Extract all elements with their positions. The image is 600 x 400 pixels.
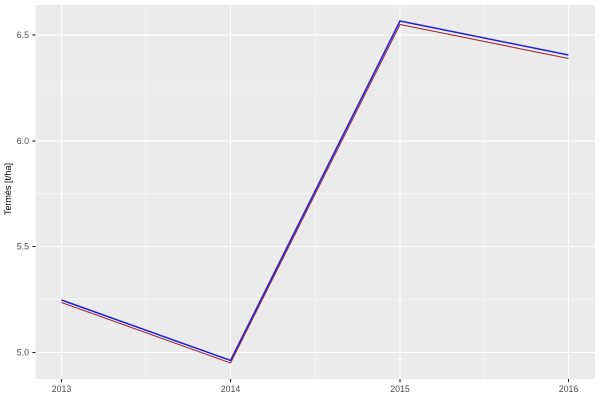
svg-text:2013: 2013 [52,384,72,394]
svg-text:5.0: 5.0 [17,348,29,358]
svg-text:5.5: 5.5 [17,242,29,252]
svg-text:6.5: 6.5 [17,30,29,40]
svg-text:Termés [t/ha]: Termés [t/ha] [3,163,13,215]
svg-text:2015: 2015 [390,384,410,394]
svg-text:2014: 2014 [221,384,241,394]
svg-text:2016: 2016 [559,384,579,394]
svg-text:6.0: 6.0 [17,136,29,146]
